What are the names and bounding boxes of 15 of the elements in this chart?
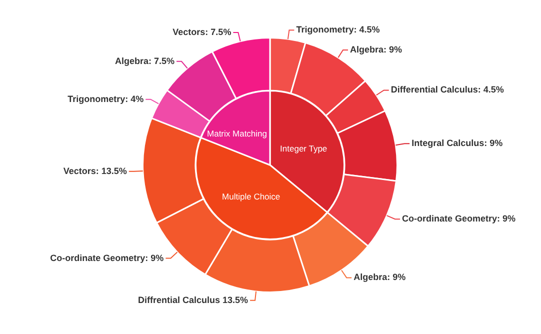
slice-label: Multiple Choice xyxy=(222,191,280,202)
slice-label: Vectors: 13.5% xyxy=(63,166,127,176)
slice-label: Algebra: 9% xyxy=(354,272,406,282)
slice-label: Algebra: 9% xyxy=(350,44,402,54)
slice-label: Integral Calculus: 9% xyxy=(412,138,503,148)
slice-label: Vectors: 7.5% xyxy=(172,27,232,37)
slice-label: Co-ordinate Geometry: 9% xyxy=(402,214,516,224)
slice-label: Algebra: 7.5% xyxy=(114,56,175,66)
slice-label: Diffrential Calculus 13.5% xyxy=(138,294,248,305)
slice-label: Matrix Matching xyxy=(207,128,268,139)
slice-label: Differential Calculus: 4.5% xyxy=(390,84,504,95)
slice-label: Integer Type xyxy=(280,144,328,154)
slice-label: Trigonometry: 4% xyxy=(68,94,144,104)
slice-label: Trigonometry: 4.5% xyxy=(296,24,380,35)
slice-label: Co-ordinate Geometry: 9% xyxy=(50,252,164,263)
